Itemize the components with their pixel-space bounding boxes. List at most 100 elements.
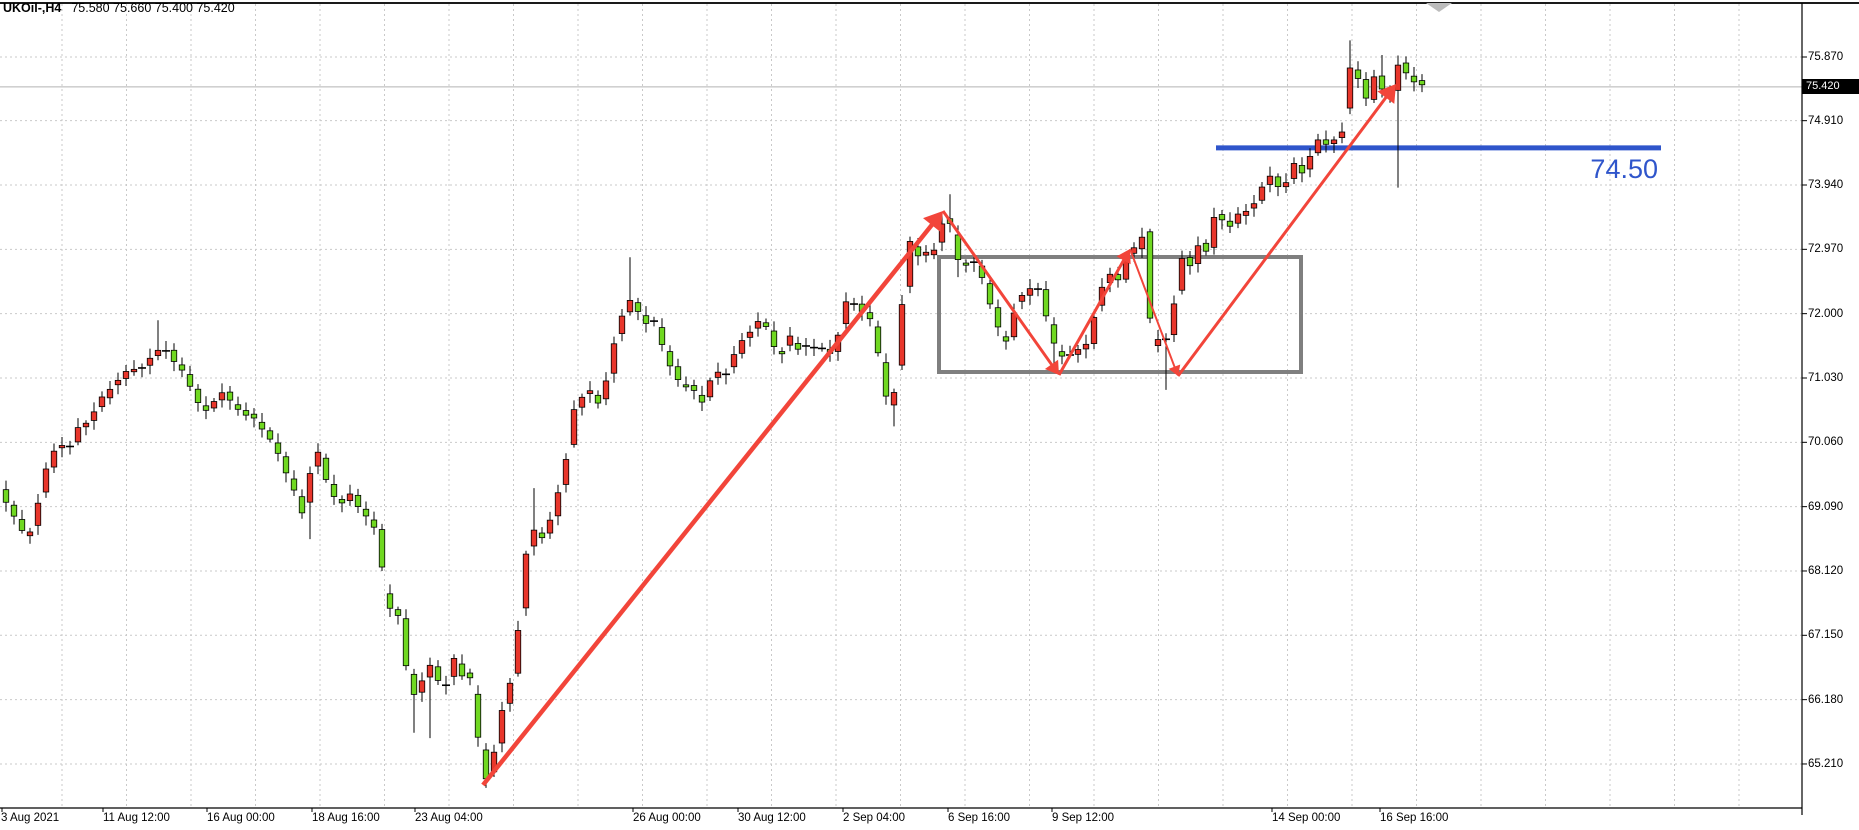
- price-axis-label: 70.060: [1808, 436, 1844, 449]
- bear-candle: [386, 593, 394, 609]
- bear-candle: [234, 404, 242, 410]
- bull-candle: [130, 368, 138, 373]
- bull-candle: [626, 300, 634, 313]
- bear-candle: [1410, 75, 1418, 83]
- bull-candle: [706, 380, 714, 398]
- bull-candle: [58, 445, 66, 449]
- bear-candle: [1218, 214, 1226, 221]
- bear-candle: [266, 430, 274, 440]
- bear-candle: [762, 322, 770, 327]
- bear-candle: [666, 351, 674, 367]
- bear-candle: [794, 343, 802, 350]
- bull-candle: [314, 451, 322, 467]
- bull-candle: [890, 392, 898, 406]
- doji-dash: [722, 373, 730, 376]
- bull-candle: [1018, 295, 1026, 302]
- bear-candle: [1202, 242, 1210, 252]
- bear-candle: [178, 364, 186, 371]
- bull-candle: [98, 396, 106, 408]
- bear-candle: [1402, 62, 1410, 74]
- bear-candle: [642, 315, 650, 324]
- doji-dash: [970, 261, 978, 263]
- bull-candle: [730, 354, 738, 368]
- bear-candle: [2, 489, 10, 503]
- chart-shift-triangle-icon: [1426, 3, 1452, 12]
- bull-candle: [1370, 76, 1378, 100]
- price-axis-label: 72.000: [1808, 307, 1844, 320]
- bear-candle: [1362, 79, 1370, 99]
- bull-candle: [514, 630, 522, 674]
- bull-candle: [218, 392, 226, 401]
- bull-candle: [426, 664, 434, 678]
- bear-candle: [1186, 257, 1194, 267]
- bear-candle: [410, 673, 418, 695]
- bear-candle: [10, 504, 18, 517]
- bull-candle: [114, 379, 122, 386]
- bull-candle: [1082, 343, 1090, 350]
- doji-dash: [162, 350, 170, 352]
- bear-candle: [874, 326, 882, 354]
- trend-arrow-line[interactable]: [941, 210, 1057, 371]
- price-axis-label: 69.090: [1808, 500, 1844, 513]
- bull-candle: [1210, 217, 1218, 248]
- bull-candle: [1074, 349, 1082, 355]
- bear-candle: [290, 478, 298, 491]
- time-axis-label: 26 Aug 00:00: [633, 812, 701, 824]
- bear-candle: [1298, 165, 1306, 174]
- bull-candle: [610, 343, 618, 374]
- candle-wicks: [5, 40, 1423, 788]
- bull-candle: [418, 680, 426, 693]
- trend-arrow-line[interactable]: [1176, 89, 1393, 377]
- bear-candle: [994, 307, 1002, 328]
- bear-candle: [690, 385, 698, 391]
- doji-dash: [810, 346, 818, 349]
- time-axis-label: 23 Aug 04:00: [415, 812, 483, 824]
- bull-candle: [34, 502, 42, 526]
- doji-dash: [66, 445, 74, 448]
- bear-candle: [370, 519, 378, 528]
- bull-candle: [1122, 260, 1130, 280]
- bull-candle: [898, 304, 906, 366]
- bull-candle: [522, 553, 530, 609]
- bull-candle: [602, 380, 610, 400]
- bull-candle: [1250, 203, 1258, 209]
- time-axis-label: 30 Aug 12:00: [738, 812, 806, 824]
- bear-candle: [170, 349, 178, 362]
- bull-candle: [562, 459, 570, 485]
- bear-candle: [1274, 176, 1282, 188]
- current-price-badge: 75.420: [1802, 79, 1859, 95]
- trend-arrow-line[interactable]: [481, 216, 940, 787]
- support-level-label[interactable]: 74.50: [1590, 153, 1658, 184]
- price-axis-label: 73.940: [1808, 178, 1844, 191]
- trend-arrow-line[interactable]: [1129, 248, 1178, 372]
- bear-candle: [1418, 80, 1426, 86]
- bear-candle: [1050, 324, 1058, 344]
- bull-candle: [1282, 182, 1290, 188]
- bull-candle: [786, 335, 794, 346]
- bear-candle: [1146, 231, 1154, 319]
- ohlc-values: 75.580 75.660 75.400 75.420: [71, 1, 235, 15]
- symbol-period-label: UKOil-,H4: [3, 1, 62, 15]
- bull-candle: [1394, 64, 1402, 91]
- price-axis-label: 71.030: [1808, 371, 1844, 384]
- bear-candle: [954, 234, 962, 260]
- time-axis-label: 6 Sep 16:00: [948, 812, 1011, 824]
- bear-candle: [1058, 351, 1066, 357]
- bear-candle: [402, 618, 410, 667]
- bull-candle: [1306, 155, 1314, 170]
- price-axis-label: 72.970: [1808, 243, 1844, 256]
- bull-candle: [346, 493, 354, 502]
- trend-arrow-line[interactable]: [1057, 253, 1129, 376]
- bear-candle: [770, 330, 778, 347]
- time-axis-label: 16 Sep 16:00: [1380, 812, 1449, 824]
- bear-candle: [962, 262, 970, 266]
- bear-candle: [986, 283, 994, 305]
- bear-candle: [882, 362, 890, 397]
- bear-candle: [698, 394, 706, 403]
- bear-candle: [458, 663, 466, 677]
- price-axis-label: 68.120: [1808, 564, 1844, 577]
- bull-candle: [210, 401, 218, 409]
- bull-candle: [1314, 139, 1322, 154]
